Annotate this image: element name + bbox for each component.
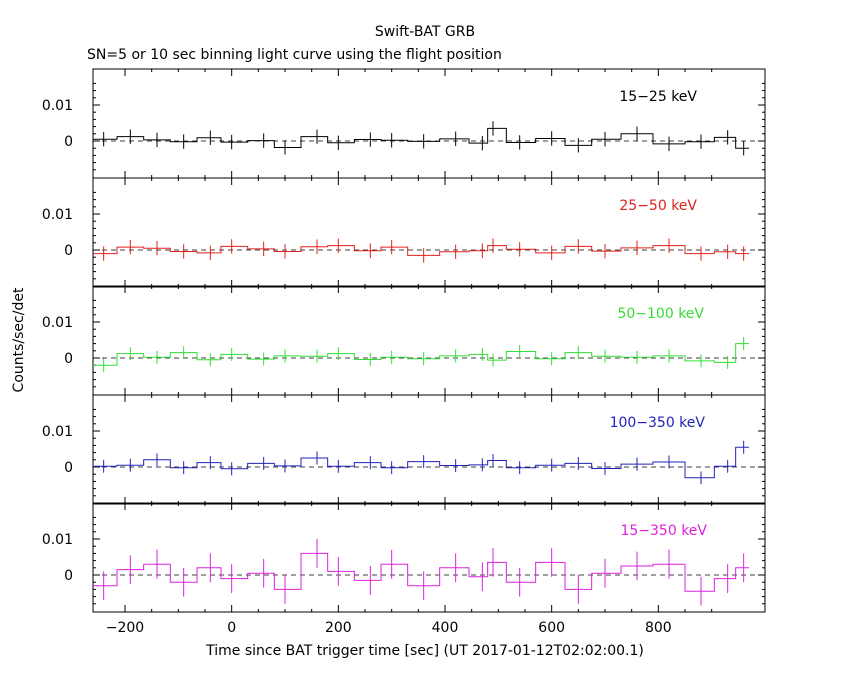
- panel-frame: [92, 502, 766, 613]
- panel-legend-label: 15−25 keV: [619, 89, 697, 105]
- panels-group: 0 0.01 15−25 keV 0 0.01 25−50 keV 0 0.01 50−100 …: [42, 68, 766, 636]
- chart-subtitle: SN=5 or 10 sec binning light curve using…: [87, 47, 502, 63]
- y-tick-label: 0: [64, 243, 73, 259]
- y-tick-label: 0.01: [42, 207, 73, 223]
- series-line: [93, 552, 749, 592]
- y-tick-label: 0: [64, 351, 73, 367]
- y-tick-label: 0: [64, 460, 73, 476]
- panel-legend-label: 100−350 keV: [610, 415, 706, 431]
- panel-legend-label: 15−350 keV: [620, 523, 707, 539]
- panel-1: 0 0.01 15−25 keV: [42, 68, 766, 179]
- x-tick-label: 800: [645, 620, 672, 636]
- y-axis-label: Counts/sec/det: [11, 287, 27, 392]
- y-tick-label: 0: [64, 134, 73, 150]
- panel-3: 0 0.01 50−100 keV: [42, 285, 766, 396]
- x-tick-label: −200: [106, 620, 144, 636]
- panel-legend-label: 50−100 keV: [617, 306, 704, 322]
- series-line: [93, 343, 749, 366]
- series-line: [93, 245, 749, 256]
- panel-frame: [92, 394, 766, 505]
- x-axis-label: Time since BAT trigger time [sec] (UT 20…: [205, 643, 644, 659]
- y-tick-label: 0.01: [42, 98, 73, 114]
- x-tick-label: 400: [432, 620, 459, 636]
- y-tick-label: 0.01: [42, 532, 73, 548]
- panel-5: 0 0.01 15−350 keV: [42, 502, 766, 613]
- panel-frame: [92, 68, 766, 179]
- y-tick-label: 0.01: [42, 315, 73, 331]
- y-tick-label: 0.01: [42, 424, 73, 440]
- series-line: [93, 446, 749, 479]
- panel-legend-label: 25−50 keV: [619, 198, 697, 214]
- x-tick-label: 200: [325, 620, 352, 636]
- panel-2: 0 0.01 25−50 keV: [42, 177, 766, 288]
- panel-frame: [92, 285, 766, 396]
- series-line: [93, 127, 749, 149]
- y-tick-label: 0: [64, 568, 73, 584]
- chart-title: Swift-BAT GRB: [375, 24, 475, 40]
- panel-frame: [92, 177, 766, 288]
- panel-4: 0 0.01 100−350 keV: [42, 394, 766, 505]
- x-tick-label: 600: [538, 620, 565, 636]
- x-tick-label: 0: [227, 620, 236, 636]
